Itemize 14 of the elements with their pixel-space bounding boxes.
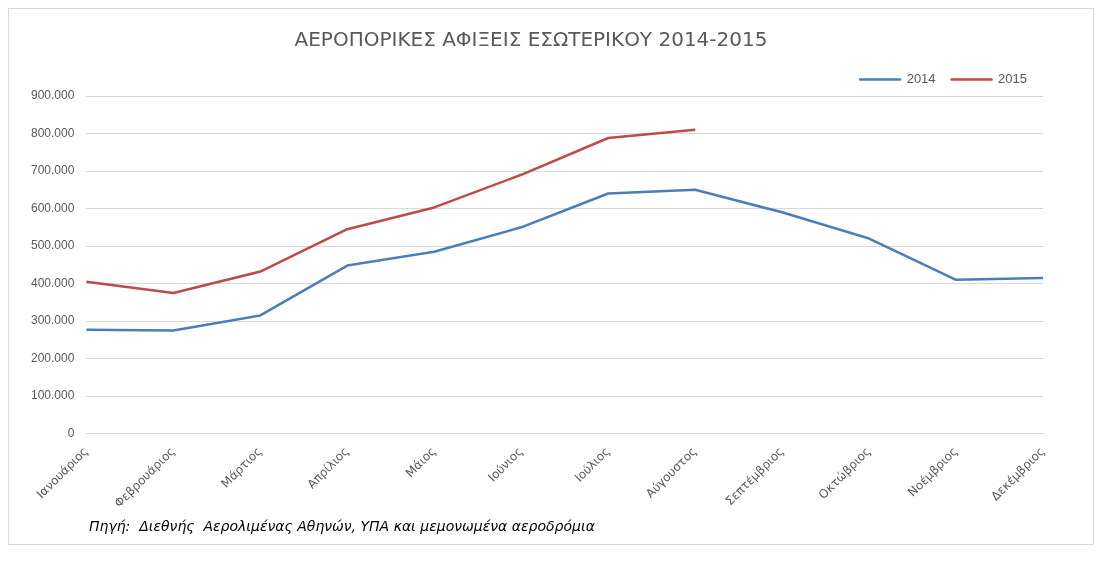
y-tick-label: 0 [67,425,75,440]
y-tick-label: 700.000 [30,163,75,178]
y-tick-label: 100.000 [30,388,75,403]
y-tick-label: 400.000 [30,275,75,290]
legend-label: 2014 [906,71,936,87]
y-tick-label: 800.000 [30,125,75,140]
y-tick-label: 500.000 [30,238,75,253]
y-tick-label: 900.000 [30,88,75,103]
y-tick-label: 200.000 [30,350,75,365]
y-tick-label: 600.000 [30,200,75,215]
legend-label: 2015 [998,71,1027,87]
text: Πηγή: Διεθνής Αερολιμένας Αθηνών, ΥΠΑ και μεμονωμένα αεροδρόμια [88,517,596,536]
chart-title: ΑΕΡΟΠΟΡΙΚΕΣ ΑΦΙΞΕΙΣ ΕΣΩΤΕΡΙΚΟΥ 2014-2015 [294,27,768,52]
y-tick-label: 300.000 [30,313,75,328]
